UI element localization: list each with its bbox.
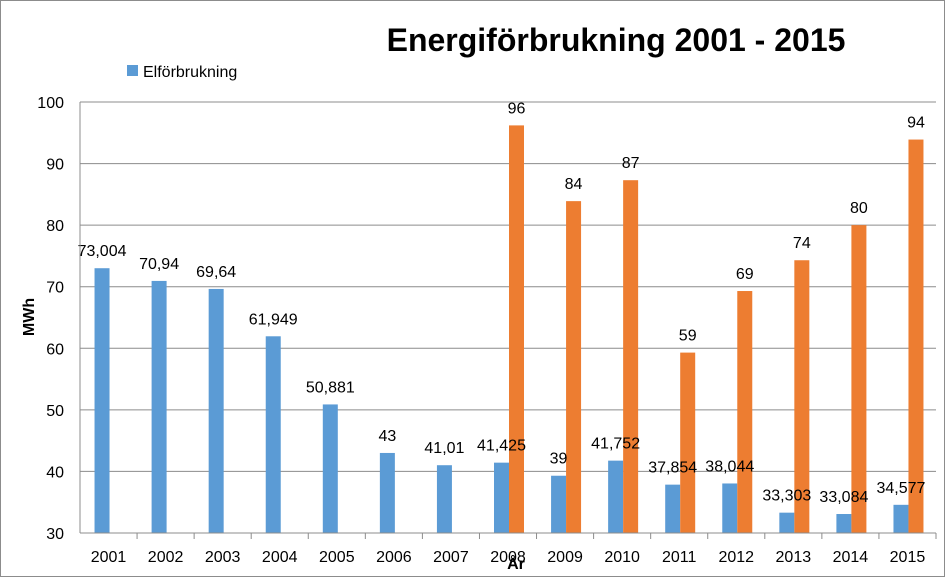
data-label-series2-2012: 69 bbox=[736, 266, 754, 283]
x-tick-label-2001: 2001 bbox=[91, 549, 127, 566]
data-labels: 73,004 70,94 69,64 61,949 50,881 43 41,01 41,42… bbox=[78, 100, 926, 506]
bar-series1-2009 bbox=[551, 475, 567, 533]
x-tick-label-2012: 2012 bbox=[718, 549, 754, 566]
data-label-series1-2011: 37,854 bbox=[648, 460, 697, 477]
data-label-series1-2002: 70,94 bbox=[139, 256, 179, 273]
x-tick-label-2011: 2011 bbox=[662, 549, 697, 566]
data-label-series2-2013: 74 bbox=[793, 235, 811, 252]
data-label-series1-2013: 33,303 bbox=[762, 488, 811, 505]
data-label-series1-2003: 69,64 bbox=[196, 264, 236, 281]
data-label-series1-2007: 41,01 bbox=[424, 440, 464, 457]
data-label-series1-2008: 41,425 bbox=[477, 438, 526, 455]
bar-series1-2013 bbox=[779, 512, 795, 533]
y-tick-label: 90 bbox=[46, 157, 64, 174]
data-label-series1-2010: 41,752 bbox=[591, 436, 640, 453]
x-tick-label-2015: 2015 bbox=[890, 549, 926, 566]
bar-series2-2008 bbox=[509, 125, 524, 533]
x-tick-label-2010: 2010 bbox=[604, 549, 640, 566]
bar-series1-2011 bbox=[665, 484, 681, 533]
data-label-series1-2004: 61,949 bbox=[249, 311, 298, 328]
y-tick-labels: 30 40 50 60 70 80 90 100 bbox=[37, 95, 64, 543]
data-label-series1-2006: 43 bbox=[378, 428, 396, 445]
y-tick-label: 100 bbox=[37, 95, 64, 112]
x-tick-label-2003: 2003 bbox=[205, 549, 241, 566]
data-label-series1-2012: 38,044 bbox=[705, 458, 754, 475]
bar-series1-2006 bbox=[379, 452, 395, 533]
bars bbox=[94, 125, 924, 533]
x-tick-label-2002: 2002 bbox=[148, 549, 184, 566]
x-tick-label-2006: 2006 bbox=[376, 549, 412, 566]
bar-series2-2011 bbox=[680, 352, 696, 533]
x-tick-label-2009: 2009 bbox=[547, 549, 583, 566]
bar-series2-2010 bbox=[623, 180, 639, 533]
data-label-series1-2005: 50,881 bbox=[306, 379, 355, 396]
x-axis-title: År bbox=[507, 554, 525, 573]
data-label-series2-2014: 80 bbox=[850, 200, 868, 217]
x-tick-label-2005: 2005 bbox=[319, 549, 355, 566]
bar-series1-2010 bbox=[608, 460, 624, 533]
data-label-series1-2014: 33,084 bbox=[819, 489, 868, 506]
x-tick-label-2013: 2013 bbox=[776, 549, 812, 566]
y-tick-label: 40 bbox=[46, 464, 64, 481]
data-label-series2-2010: 87 bbox=[622, 155, 640, 172]
bar-series2-2013 bbox=[794, 260, 810, 533]
legend-swatch-elforbrukning bbox=[127, 65, 138, 76]
chart-title: Energiförbrukning 2001 - 2015 bbox=[387, 22, 846, 58]
data-label-series1-2015: 34,577 bbox=[876, 480, 925, 497]
bar-series1-2004 bbox=[265, 336, 281, 533]
bar-series2-2015 bbox=[908, 139, 924, 533]
data-label-series2-2015: 94 bbox=[907, 115, 925, 132]
data-label-series1-2001: 73,004 bbox=[78, 243, 127, 260]
bar-series2-2014 bbox=[851, 225, 867, 533]
bar-series1-2012 bbox=[722, 483, 738, 533]
bar-series1-2008 bbox=[494, 462, 509, 533]
data-label-series1-2009: 39 bbox=[550, 451, 568, 468]
x-tick-label-2008: 2008 bbox=[490, 549, 526, 566]
x-tick-label-2004: 2004 bbox=[262, 549, 298, 566]
bar-series2-2009 bbox=[566, 201, 582, 533]
legend-label-elforbrukning: Elförbrukning bbox=[143, 64, 237, 81]
y-tick-label: 80 bbox=[46, 218, 64, 235]
bar-series1-2003 bbox=[208, 288, 224, 533]
data-label-series2-2008: 96 bbox=[508, 100, 526, 117]
bar-series1-2001 bbox=[94, 268, 110, 533]
x-tick-labels: 2001 2002 2003 2004 2005 2006 2007 2008 2009 2010… bbox=[91, 533, 937, 566]
bar-series1-2007 bbox=[436, 465, 452, 533]
bar-series2-2012 bbox=[737, 291, 753, 533]
bar-series1-2015 bbox=[893, 504, 909, 533]
y-tick-label: 60 bbox=[46, 341, 64, 358]
y-axis-title: MWh bbox=[21, 298, 38, 336]
x-tick-label-2007: 2007 bbox=[433, 549, 469, 566]
y-tick-label: 30 bbox=[46, 526, 64, 543]
data-label-series2-2009: 84 bbox=[565, 176, 583, 193]
bar-series1-2002 bbox=[151, 280, 167, 533]
x-tick-label-2014: 2014 bbox=[833, 549, 869, 566]
y-tick-label: 70 bbox=[46, 280, 64, 297]
y-tick-label: 50 bbox=[46, 403, 64, 420]
bar-series1-2014 bbox=[836, 514, 852, 533]
bar-series1-2005 bbox=[322, 404, 338, 533]
legend: Elförbrukning bbox=[127, 64, 237, 81]
data-label-series2-2011: 59 bbox=[679, 328, 697, 345]
